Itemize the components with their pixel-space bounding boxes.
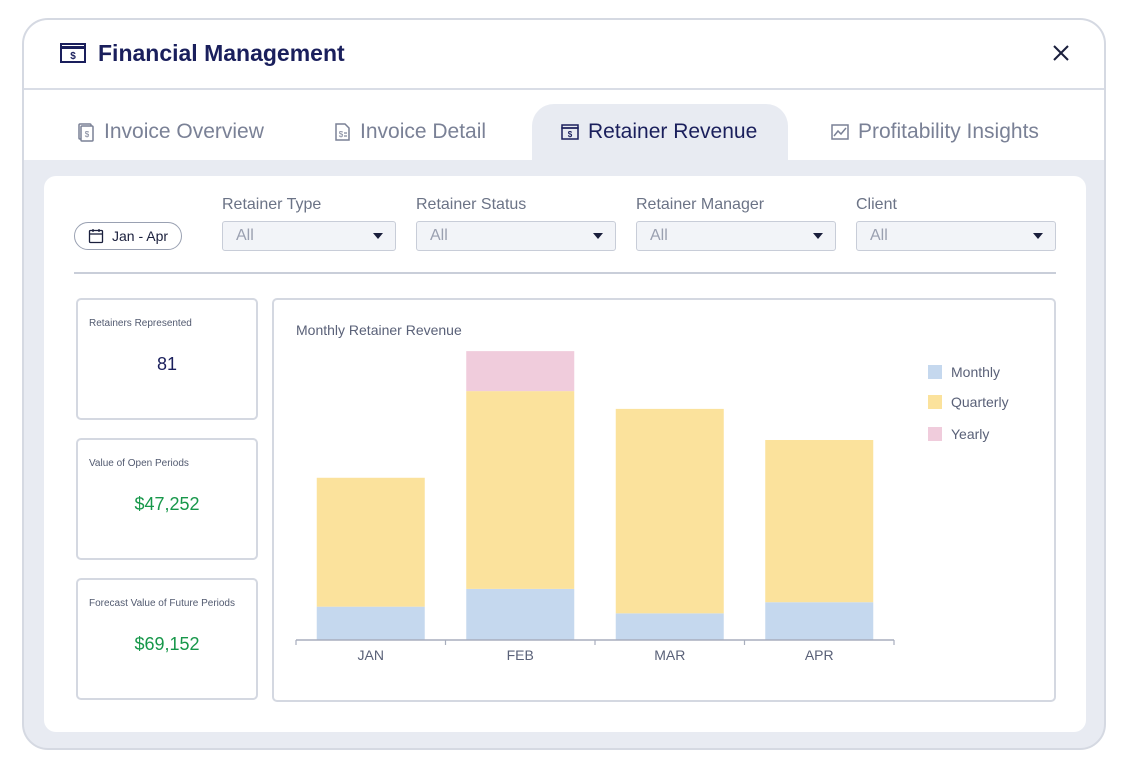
dropdown-caret-icon (593, 233, 603, 239)
x-tick-label: MAR (654, 647, 685, 663)
retainer-type-select[interactable]: All (222, 221, 396, 251)
bar-segment-monthly-apr (765, 602, 874, 640)
tab-invoice-detail[interactable]: $ Invoice Detail (332, 104, 486, 160)
legend-item-yearly: Yearly (928, 426, 989, 442)
svg-text:$: $ (70, 51, 76, 62)
tab-label: Retainer Revenue (588, 120, 758, 143)
bar-segment-monthly-jan (316, 606, 425, 640)
tab-label: Invoice Detail (360, 120, 487, 143)
filter-label: Retainer Type (222, 196, 322, 213)
tab-invoice-overview[interactable]: $ Invoice Overview (76, 104, 264, 160)
kpi-forecast-future-periods: Forecast Value of Future Periods $69,152 (76, 578, 258, 700)
calendar-icon (88, 229, 104, 244)
x-tick-label: FEB (507, 647, 534, 663)
retainer-revenue-icon: $ (561, 124, 579, 140)
tab-label: Invoice Overview (104, 120, 264, 143)
dropdown-caret-icon (813, 233, 823, 239)
kpi-value-open-periods: Value of Open Periods $47,252 (76, 438, 258, 560)
chart-title: Monthly Retainer Revenue (296, 322, 462, 338)
title-bar: $ Financial Management (24, 20, 1104, 90)
tab-retainer-revenue[interactable]: $ Retainer Revenue (532, 104, 788, 160)
filter-label: Retainer Manager (636, 196, 765, 213)
monthly-retainer-revenue-chart: Monthly Retainer Revenue JAN FEB MAR APR Mo… (272, 298, 1056, 702)
dropdown-caret-icon (1033, 233, 1043, 239)
money-icon: $ (60, 43, 86, 63)
svg-text:$: $ (339, 130, 344, 139)
date-range-label: Jan - Apr (111, 228, 169, 244)
kpi-label: Forecast Value of Future Periods (89, 598, 235, 609)
kpi-label: Retainers Represented (89, 318, 192, 329)
date-range-picker[interactable]: Jan - Apr (74, 222, 182, 250)
select-value: All (430, 227, 448, 244)
dropdown-caret-icon (373, 233, 383, 239)
tab-label: Profitability Insights (858, 120, 1039, 143)
x-tick-label: APR (805, 647, 834, 663)
close-icon[interactable] (1048, 40, 1074, 66)
select-value: All (236, 227, 254, 244)
legend-item-quarterly: Quarterly (928, 394, 1009, 410)
window-title: Financial Management (98, 40, 345, 66)
legend-label: Monthly (951, 364, 1001, 380)
svg-text:$: $ (568, 130, 573, 139)
retainer-manager-filter: Retainer Manager All (636, 196, 836, 251)
kpi-retainers-represented: Retainers Represented 81 (76, 298, 258, 420)
bar-segment-quarterly-apr (765, 440, 874, 603)
legend-label: Yearly (951, 426, 990, 442)
tab-bar: $ Invoice Overview $ Invoice Detail $ Re… (24, 90, 1104, 160)
bar-segment-quarterly-jan (316, 477, 425, 607)
filter-label: Client (856, 196, 897, 213)
kpi-value: $47,252 (134, 494, 200, 514)
retainer-status-select[interactable]: All (416, 221, 616, 251)
kpi-value: $69,152 (134, 634, 200, 654)
client-filter: Client All (856, 196, 1056, 251)
filter-divider (74, 272, 1056, 274)
select-value: All (650, 227, 668, 244)
bar-segment-monthly-feb (466, 588, 575, 640)
retainer-revenue-panel: Jan - Apr Retainer Type All Retainer Sta… (44, 176, 1086, 732)
invoice-detail-icon: $ (335, 123, 350, 141)
retainer-type-filter: Retainer Type All (222, 196, 396, 251)
legend-swatch (928, 427, 942, 441)
filter-label: Retainer Status (416, 196, 527, 213)
profitability-icon (831, 124, 849, 140)
retainer-manager-select[interactable]: All (636, 221, 836, 251)
legend-label: Quarterly (951, 394, 1009, 410)
bar-segment-yearly-feb (466, 351, 575, 392)
kpi-value: 81 (156, 354, 178, 374)
legend-swatch (928, 365, 942, 379)
x-tick-label: JAN (358, 647, 384, 663)
bar-segment-quarterly-feb (466, 391, 575, 589)
invoice-overview-icon: $ (78, 123, 94, 142)
bar-segment-quarterly-mar (615, 408, 724, 614)
financial-management-window: $ Financial Management $ Invoice Overvie… (22, 18, 1106, 750)
chart-canvas: JAN FEB MAR APR (295, 351, 895, 663)
select-value: All (870, 227, 888, 244)
kpi-label: Value of Open Periods (89, 458, 189, 469)
tab-profitability-insights[interactable]: Profitability Insights (830, 104, 1039, 160)
legend-item-monthly: Monthly (928, 364, 1000, 380)
retainer-status-filter: Retainer Status All (416, 196, 616, 251)
client-select[interactable]: All (856, 221, 1056, 251)
legend-swatch (928, 395, 942, 409)
bar-segment-monthly-mar (615, 613, 724, 640)
svg-text:$: $ (85, 130, 90, 139)
